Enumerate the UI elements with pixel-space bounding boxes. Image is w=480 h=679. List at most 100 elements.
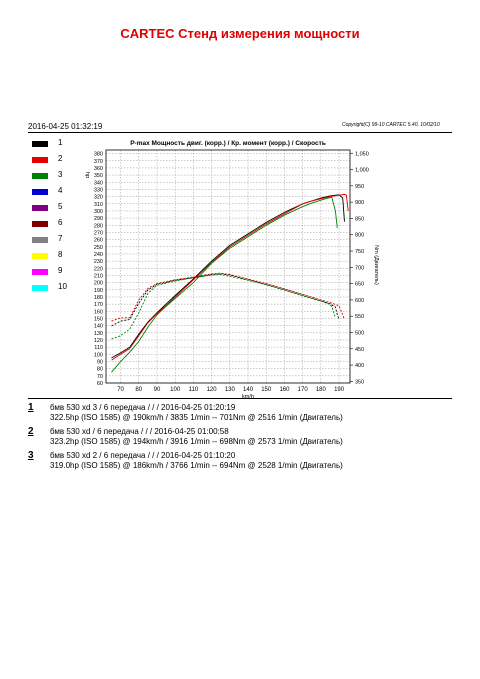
y-right-tick-label: 500 xyxy=(355,330,364,336)
y-right-tick-label: 450 xyxy=(355,347,364,353)
y-right-tick-label: 1,000 xyxy=(355,168,369,174)
y-left-tick-label: 330 xyxy=(94,187,103,193)
y-left-tick-label: 350 xyxy=(94,173,103,179)
legend-label: 3 xyxy=(58,170,63,179)
y-left-tick-label: 300 xyxy=(94,209,103,215)
legend-item: 8 xyxy=(30,250,110,262)
header-divider xyxy=(28,132,452,133)
y-left-tick-label: 280 xyxy=(94,223,103,229)
y-left-tick-label: 290 xyxy=(94,216,103,222)
series-power-2 xyxy=(111,193,349,361)
x-tick-label: 100 xyxy=(170,387,181,393)
run-result: 322.5hp (ISO 1585) @ 190km/h / 3835 1/mi… xyxy=(50,413,343,422)
chart-title: P-max Мощность двиг. (корр.) / Кр. момен… xyxy=(130,140,326,147)
x-axis-label: km/h xyxy=(242,394,254,400)
series-torque-3 xyxy=(111,274,336,340)
y-left-tick-label: 190 xyxy=(94,288,103,294)
run-description: бмв 530 xd 2 / 6 передача / / / 2016-04-… xyxy=(50,451,236,460)
plot-frame xyxy=(105,149,351,384)
legend-swatch xyxy=(32,253,48,259)
run-entry: 3 бмв 530 xd 2 / 6 передача / / / 2016-04… xyxy=(28,450,468,474)
y-right-tick-label: 900 xyxy=(355,200,364,206)
y-left-tick-label: 370 xyxy=(94,159,103,165)
y-left-tick-label: 320 xyxy=(94,195,103,201)
x-tick-label: 150 xyxy=(261,387,272,393)
y-right-tick-label: 400 xyxy=(355,363,364,369)
legend-swatch xyxy=(32,141,48,147)
y-left-tick-label: 100 xyxy=(94,352,103,358)
y-right-axis-label: Nm (Двигатель) xyxy=(373,245,379,285)
legend-item: 6 xyxy=(30,218,110,230)
run-entry: 2 бмв 530 xd / 6 передача / / / 2016-04-2… xyxy=(28,426,468,450)
x-tick-label: 180 xyxy=(316,387,327,393)
legend-item: 2 xyxy=(30,154,110,166)
x-tick-label: 80 xyxy=(135,387,142,393)
y-left-tick-label: 80 xyxy=(97,367,103,373)
legend-swatch xyxy=(32,269,48,275)
legend-item: 4 xyxy=(30,186,110,198)
y-left-tick-label: 150 xyxy=(94,316,103,322)
y-right-tick-label: 650 xyxy=(355,282,364,288)
x-tick-label: 70 xyxy=(117,387,124,393)
y-left-tick-label: 250 xyxy=(94,245,103,251)
legend-swatch xyxy=(32,221,48,227)
run-number[interactable]: 1 xyxy=(28,402,34,413)
run-number[interactable]: 2 xyxy=(28,426,34,437)
y-right-tick-label: 800 xyxy=(355,233,364,239)
legend-item: 1 xyxy=(30,138,110,150)
series-power-1 xyxy=(111,194,345,359)
y-left-tick-label: 130 xyxy=(94,331,103,337)
legend-label: 7 xyxy=(58,234,63,243)
legend-swatch xyxy=(32,237,48,243)
run-number[interactable]: 3 xyxy=(28,450,34,461)
legend-label: 5 xyxy=(58,202,63,211)
y-left-axis-label: hp xyxy=(84,172,90,178)
y-right-tick-label: 950 xyxy=(355,184,364,190)
y-left-tick-label: 210 xyxy=(94,273,103,279)
y-left-tick-label: 90 xyxy=(97,359,103,365)
y-left-tick-label: 220 xyxy=(94,266,103,272)
legend-label: 9 xyxy=(58,266,63,275)
x-tick-label: 130 xyxy=(225,387,236,393)
legend-item: 3 xyxy=(30,170,110,182)
y-left-tick-label: 170 xyxy=(94,302,103,308)
legend-item: 9 xyxy=(30,266,110,278)
y-left-tick-label: 200 xyxy=(94,281,103,287)
legend-label: 10 xyxy=(58,282,67,291)
y-left-tick-label: 360 xyxy=(94,166,103,172)
y-left-tick-label: 380 xyxy=(94,152,103,158)
legend-label: 8 xyxy=(58,250,63,259)
y-right-tick-label: 850 xyxy=(355,216,364,222)
x-tick-label: 120 xyxy=(207,387,218,393)
x-tick-label: 170 xyxy=(298,387,309,393)
y-right-tick-label: 350 xyxy=(355,379,364,385)
y-left-tick-label: 230 xyxy=(94,259,103,265)
copyright-text: Copyright(C) 99-10 CARTEC 5.40, 10/02/10 xyxy=(342,122,440,128)
x-tick-label: 190 xyxy=(334,387,345,393)
y-right-tick-label: 700 xyxy=(355,265,364,271)
y-left-tick-label: 310 xyxy=(94,202,103,208)
y-left-tick-label: 160 xyxy=(94,309,103,315)
legend-label: 1 xyxy=(58,138,63,147)
legend-swatch xyxy=(32,205,48,211)
legend-swatch xyxy=(32,285,48,291)
y-left-tick-label: 110 xyxy=(94,345,103,351)
legend-label: 4 xyxy=(58,186,63,195)
y-left-tick-label: 120 xyxy=(94,338,103,344)
legend-swatch xyxy=(32,173,48,179)
page-title: CARTEC Стенд измерения мощности xyxy=(120,26,360,41)
legend-swatch xyxy=(32,189,48,195)
y-left-tick-label: 180 xyxy=(94,295,103,301)
run-entry: 1 бмв 530 xd 3 / 6 передача / / / 2016-04… xyxy=(28,402,468,426)
legend-label: 6 xyxy=(58,218,63,227)
y-right-tick-label: 550 xyxy=(355,314,364,320)
run-result: 319.0hp (ISO 1585) @ 186km/h / 3766 1/mi… xyxy=(50,461,343,470)
x-tick-label: 110 xyxy=(189,387,199,393)
y-left-tick-label: 140 xyxy=(94,324,103,330)
x-tick-label: 160 xyxy=(279,387,290,393)
run-result: 323.2hp (ISO 1585) @ 194km/h / 3916 1/mi… xyxy=(50,437,343,446)
run-description: бмв 530 xd / 6 передача / / / 2016-04-25… xyxy=(50,427,229,436)
y-left-tick-label: 340 xyxy=(94,180,103,186)
legend-label: 2 xyxy=(58,154,63,163)
